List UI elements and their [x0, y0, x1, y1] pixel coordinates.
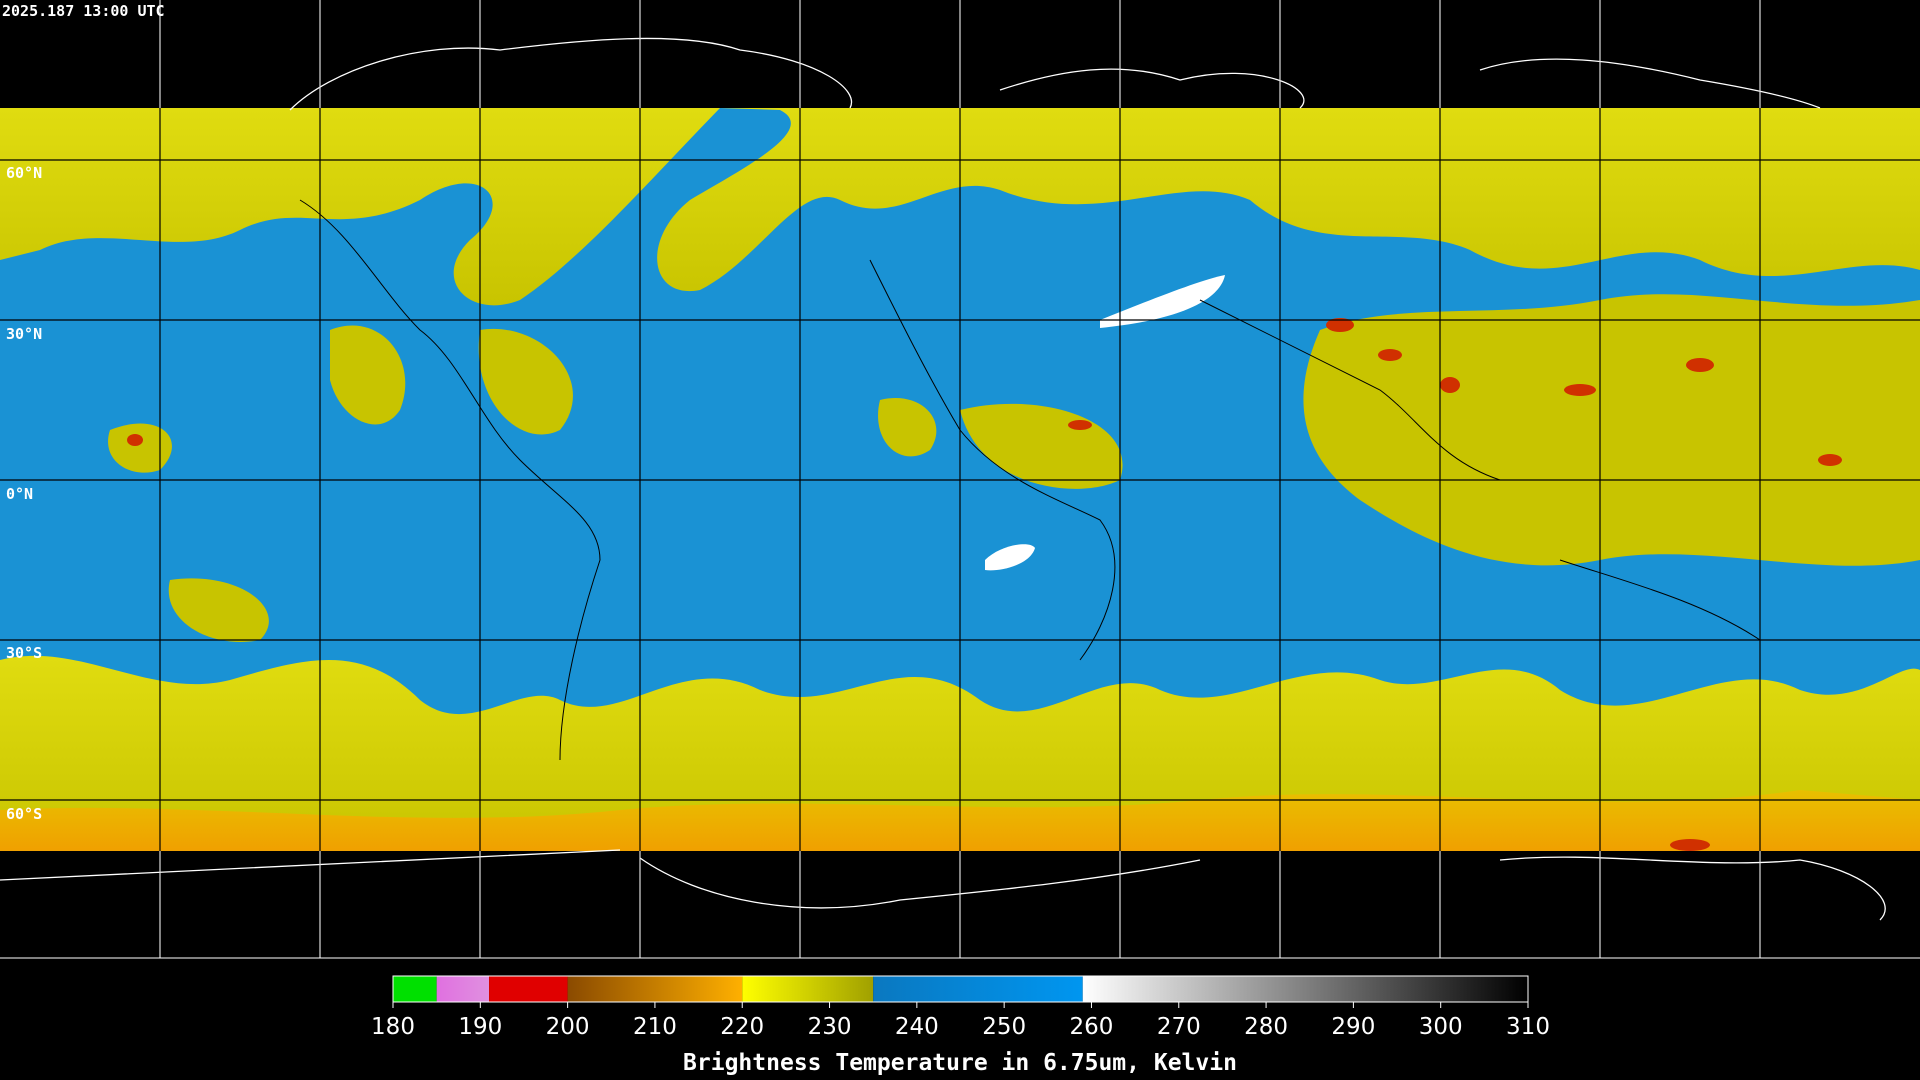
lat-label: 30°S [6, 644, 42, 662]
colorbar-tick-label: 310 [1506, 1014, 1550, 1040]
convection-cells [108, 325, 1123, 642]
colorbar-tick-label: 180 [371, 1014, 415, 1040]
lat-label: 60°N [6, 164, 42, 182]
colorbar-segment [489, 976, 568, 1002]
convection-asia [1303, 294, 1920, 566]
colorbar-tick-label: 230 [808, 1014, 852, 1040]
colorbar-frame [392, 975, 1529, 1003]
colorbar-segment [1082, 976, 1528, 1002]
colorbar-tick-label: 290 [1331, 1014, 1375, 1040]
colorbar-tick-label: 210 [633, 1014, 677, 1040]
colorbar-segment [393, 976, 437, 1002]
colorbar-tick-label: 280 [1244, 1014, 1288, 1040]
colorbar-tick-label: 270 [1157, 1014, 1201, 1040]
colorbar: 180 190 200 210 220 230 240 250 260 270 280 290 300 3… [371, 975, 1550, 1040]
colorbar-tick-label: 190 [458, 1014, 502, 1040]
continent-outline [299, 199, 1761, 761]
dry-region-sahara [1100, 275, 1225, 328]
lat-label: 30°N [6, 325, 42, 343]
deep-convection [127, 318, 1842, 851]
colorbar-tick-label: 250 [982, 1014, 1026, 1040]
colorbar-tick-label: 220 [720, 1014, 764, 1040]
polar-coastline [0, 37, 1886, 921]
coastlines [0, 37, 1886, 921]
timestamp: 2025.187 13:00 UTC [2, 2, 165, 20]
lat-label: 60°S [6, 805, 42, 823]
colorbar-label: Brightness Temperature in 6.75um, Kelvin [683, 1050, 1237, 1076]
colorbar-tick-label: 200 [546, 1014, 590, 1040]
colorbar-tick-label: 240 [895, 1014, 939, 1040]
colorbar-tick-label: 300 [1419, 1014, 1463, 1040]
lat-label: 0°N [6, 485, 33, 503]
colorbar-segment [436, 976, 490, 1002]
colorbar-segment [742, 976, 874, 1002]
colorbar-tick-label: 260 [1070, 1014, 1114, 1040]
graticule [0, 0, 1920, 958]
dry-region-africa [985, 544, 1035, 571]
colorbar-segment [873, 976, 1083, 1002]
colorbar-segment [567, 976, 743, 1002]
